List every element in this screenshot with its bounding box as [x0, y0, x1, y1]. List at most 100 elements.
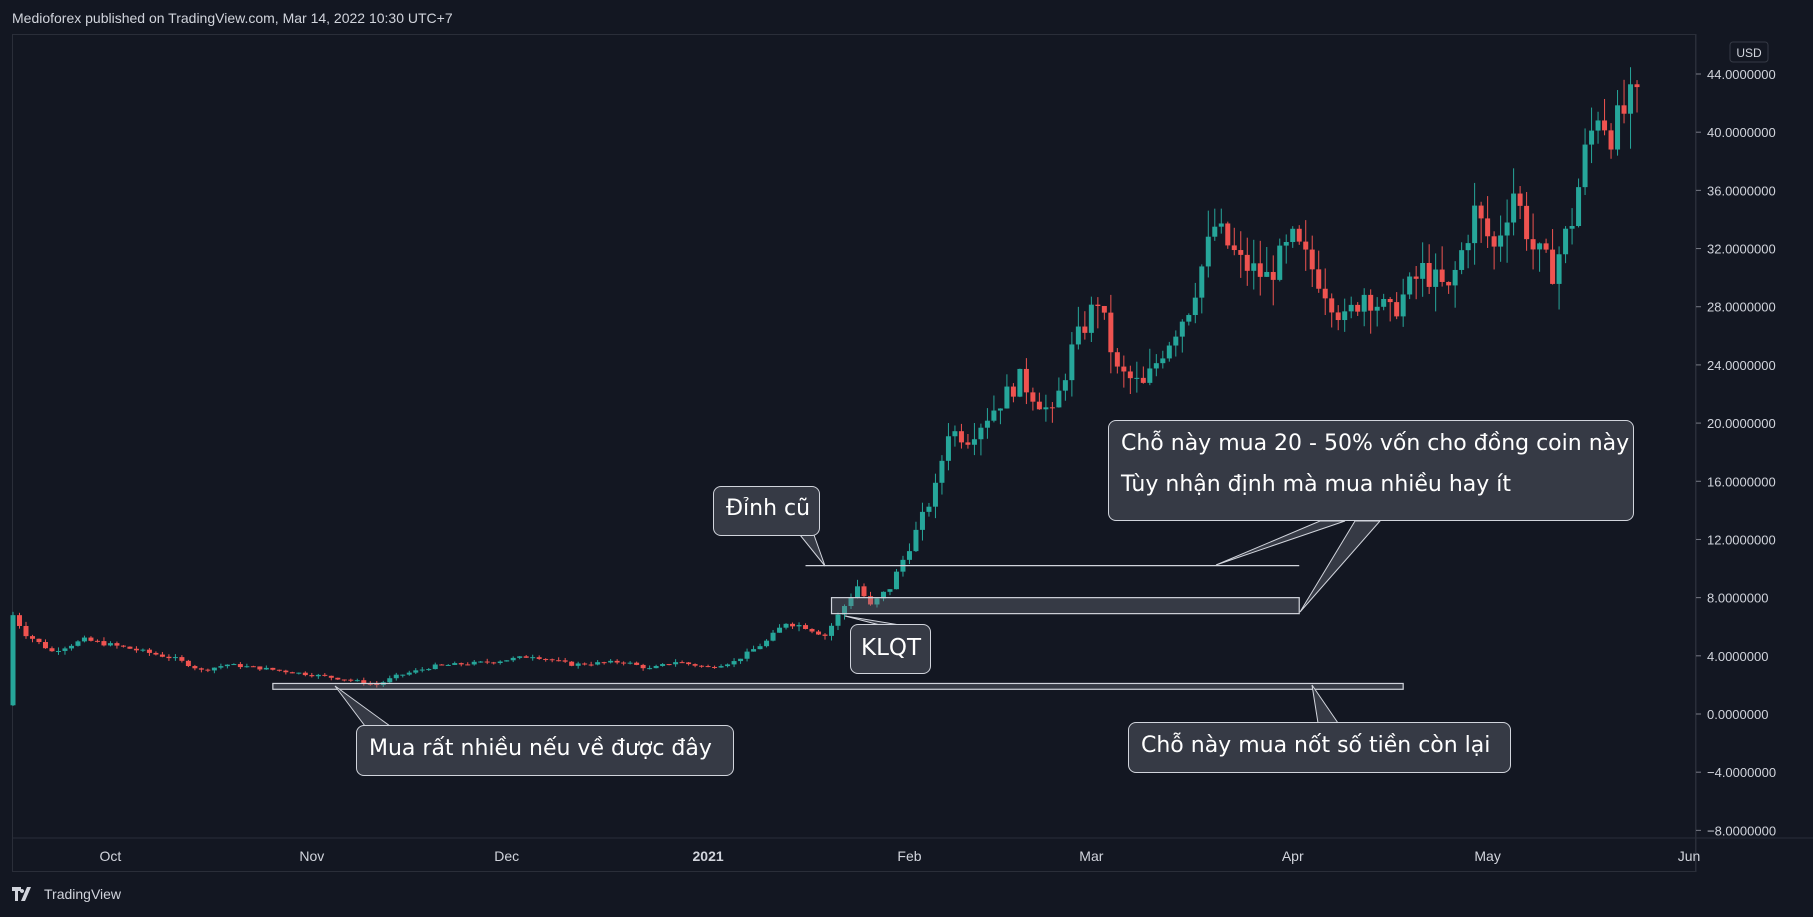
candle-body [1420, 263, 1426, 279]
candle-body [569, 661, 575, 666]
candle-body [1309, 249, 1315, 270]
candle-body [1101, 305, 1107, 313]
candle-body [1153, 363, 1159, 369]
candle-body [127, 646, 133, 649]
candle-body [1400, 294, 1406, 317]
candle-body [1433, 269, 1439, 287]
candle-body [1628, 84, 1634, 114]
y-tick-label: 40.0000000 [1707, 125, 1776, 140]
candle-body [1615, 105, 1621, 150]
candle-body [393, 674, 399, 679]
candle-body [595, 662, 601, 665]
callout-buy-lots-text: Mua rất nhiều nếu về được đây [369, 736, 712, 761]
candle-body [452, 663, 458, 665]
candle-body [608, 660, 614, 663]
y-tick-label: 12.0000000 [1707, 532, 1776, 547]
candle-body [426, 669, 432, 671]
candle-body [1485, 218, 1491, 237]
candle-body [880, 591, 886, 599]
candle-body [1381, 298, 1387, 307]
candle-body [1244, 254, 1250, 271]
klqt-zone [830, 597, 1300, 615]
candle-body [1329, 298, 1335, 313]
candle-body [601, 662, 607, 664]
candle-body [1569, 226, 1575, 229]
pointer-old-peak [798, 534, 826, 567]
candle-body [991, 410, 997, 421]
candle-body [757, 646, 763, 650]
candle-body [29, 636, 35, 639]
candle-body [432, 664, 438, 670]
candle-body [523, 656, 529, 658]
candle-body [575, 663, 581, 666]
candle-body [1023, 368, 1029, 393]
candle-body [1576, 187, 1582, 227]
x-tick-label: Feb [897, 848, 921, 864]
candle-body [172, 657, 178, 659]
candle-body [309, 675, 315, 677]
candle-body [1088, 304, 1094, 333]
candle-body [738, 658, 744, 662]
candle-body [1147, 368, 1153, 383]
y-tick-label: 32.0000000 [1707, 242, 1776, 257]
candle-body [1166, 345, 1172, 359]
publish-info: Medioforex published on TradingView.com,… [12, 10, 453, 26]
candle-body [276, 669, 282, 671]
candle-body [978, 427, 984, 440]
candle-body [1283, 242, 1289, 246]
candle-body [257, 666, 263, 670]
candle-body [1504, 222, 1510, 236]
candle-body [1413, 276, 1419, 279]
candle-body [647, 668, 653, 670]
candle-body [153, 652, 159, 655]
candle-body [1582, 144, 1588, 188]
candle-body [244, 666, 250, 668]
candle-body [614, 660, 620, 663]
candle-body [322, 674, 328, 676]
candle-body [932, 482, 938, 507]
candle-body [497, 661, 503, 664]
candle-body [1212, 226, 1218, 237]
candle-body [861, 586, 867, 597]
candle-body [1179, 321, 1185, 337]
candle-body [893, 571, 899, 590]
candle-body [913, 529, 919, 552]
candle-body [673, 662, 679, 665]
candle-body [387, 678, 393, 683]
candle-body [458, 663, 464, 665]
candle-body [1407, 276, 1413, 295]
candle-body [945, 436, 951, 461]
candle-body [1290, 228, 1296, 243]
candle-body [842, 606, 848, 615]
candle-body [1173, 336, 1179, 346]
callout-buy-lots: Mua rất nhiều nếu về được đây [356, 725, 734, 776]
candle-body [1231, 245, 1237, 251]
candle-body [1426, 263, 1432, 287]
candle-body [140, 649, 146, 651]
pointer-buy-20-50-b [1299, 520, 1382, 613]
candle-body [1296, 228, 1302, 242]
candle-body [1010, 386, 1016, 397]
candle-body [1069, 344, 1075, 381]
candle-body [621, 662, 627, 664]
y-tick-label: 16.0000000 [1707, 474, 1776, 489]
candle-body [374, 683, 380, 686]
candle-body [796, 625, 802, 627]
candle-body [1199, 266, 1205, 298]
pointer-buy-20-50-a [1215, 520, 1346, 566]
pointer-buy-rest [1311, 684, 1339, 724]
candle-body [1537, 243, 1543, 250]
candle-body [582, 663, 588, 665]
candle-body [1004, 386, 1010, 409]
candle-body [16, 615, 22, 626]
candle-body [829, 625, 835, 636]
candle-body [1634, 84, 1640, 88]
candle-body [744, 651, 750, 659]
callout-old-peak-text: Đỉnh cũ [726, 496, 811, 521]
candle-body [114, 643, 120, 646]
candle-body [205, 669, 211, 671]
candle-body [1595, 120, 1601, 131]
candle-body [1186, 315, 1192, 322]
candle-body [224, 664, 230, 667]
callout-depends-text: Tùy nhận định mà mua nhiều hay ít [1121, 472, 1512, 497]
